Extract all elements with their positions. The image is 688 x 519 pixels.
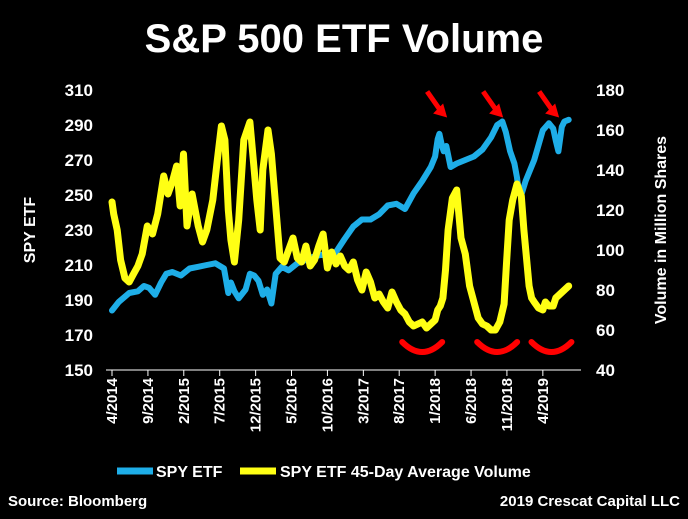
x-axis-ticks: 4/2014 9/2014 2/2015 7/2015 12/2015 5/2016 10/…	[104, 370, 552, 432]
x-tick-label: 6/2018	[463, 378, 480, 424]
legend-label-volume: SPY ETF 45-Day Average Volume	[280, 464, 531, 481]
left-tick-label: 170	[65, 326, 93, 345]
footer-source: Source: Bloomberg	[8, 493, 147, 510]
legend-label-spy: SPY ETF	[156, 464, 223, 481]
left-tick-label: 150	[65, 361, 93, 380]
x-tick-label: 2/2015	[176, 378, 193, 424]
left-tick-label: 270	[65, 151, 93, 170]
x-tick-label: 12/2015	[248, 378, 265, 432]
series-spy-line	[109, 116, 572, 314]
right-axis-ticks: 40 60 80 100 120 140 160 180	[596, 81, 624, 380]
footer-credit: 2019 Crescat Capital LLC	[500, 493, 680, 510]
right-tick-label: 100	[596, 241, 624, 260]
arrow-head	[433, 103, 448, 118]
x-tick-label: 4/2014	[104, 377, 121, 424]
left-tick-label: 290	[65, 116, 93, 135]
x-tick-label: 5/2016	[283, 378, 300, 424]
x-tick-label: 4/2019	[535, 378, 552, 424]
left-tick-label: 230	[65, 221, 93, 240]
x-tick-label: 9/2014	[140, 377, 157, 424]
left-tick-label: 190	[65, 291, 93, 310]
right-tick-label: 120	[596, 201, 624, 220]
x-tick-label: 10/2016	[319, 378, 336, 432]
x-tick-label: 1/2018	[427, 378, 444, 424]
left-tick-label: 250	[65, 186, 93, 205]
left-tick-label: 210	[65, 256, 93, 275]
arrow-head	[545, 103, 560, 118]
left-axis-ticks: 150 170 190 210 230 250 270 290 310	[65, 81, 93, 380]
series-volume-line	[108, 118, 573, 334]
x-tick-label: 3/2017	[355, 378, 372, 424]
legend: SPY ETF SPY ETF 45-Day Average Volume	[117, 464, 531, 481]
arrow-head	[489, 103, 504, 118]
right-tick-label: 180	[596, 81, 624, 100]
x-tick-label: 11/2018	[499, 378, 516, 431]
right-tick-label: 140	[596, 161, 624, 180]
right-tick-label: 80	[596, 281, 615, 300]
trough-arc	[399, 339, 446, 355]
left-axis-label: SPY ETF	[22, 197, 39, 264]
trough-arc	[474, 339, 521, 355]
chart-title: S&P 500 ETF Volume	[145, 17, 544, 61]
series-layer	[108, 116, 573, 334]
left-tick-label: 310	[65, 81, 93, 100]
right-tick-label: 160	[596, 121, 624, 140]
x-tick-label: 8/2017	[391, 378, 408, 424]
trough-arc	[528, 339, 575, 355]
right-tick-label: 40	[596, 361, 615, 380]
x-tick-label: 7/2015	[212, 378, 229, 424]
right-axis-label: Volume in Million Shares	[653, 136, 670, 324]
right-tick-label: 60	[596, 321, 615, 340]
annotation-layer	[399, 90, 575, 355]
